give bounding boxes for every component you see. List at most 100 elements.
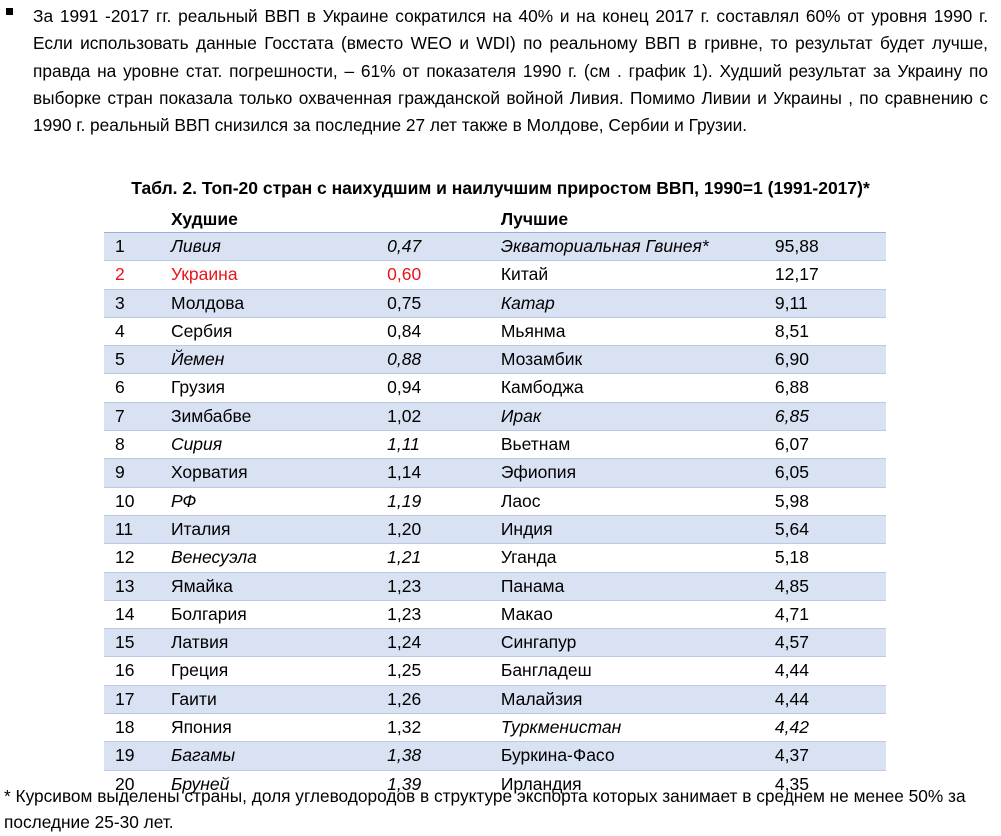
worst-country: Бруней: [170, 773, 230, 794]
rank-cell: 8: [115, 434, 125, 455]
table-row: 15 Латвия 1,24 Сингапур 4,57: [104, 628, 886, 657]
best-value: 4,44: [774, 660, 809, 681]
worst-country: Греция: [170, 660, 229, 681]
table-row: 2 Украина 0,60 Китай 12,17: [104, 261, 886, 290]
header-best: Лучшие: [500, 206, 775, 233]
best-country: Экваториальная Гвинея*: [500, 232, 775, 261]
worst-country: Италия: [170, 515, 388, 544]
table-row: 3 Молдова 0,75 Катар 9,11: [104, 289, 886, 318]
best-country: Ирак: [500, 402, 775, 431]
worst-country: Сербия: [170, 320, 233, 341]
rank-cell: 9: [104, 458, 171, 488]
best-value: 6,85: [774, 402, 886, 431]
header-rank: [104, 206, 171, 233]
worst-value: 0,88: [387, 345, 501, 374]
rank-cell: 17: [104, 685, 171, 714]
table-row: 18 Япония 1,32 Туркменистан 4,42: [104, 714, 886, 742]
best-value: 4,71: [774, 603, 809, 624]
header-best-value: [774, 206, 886, 233]
table-caption: Табл. 2. Топ-20 стран с наихудшим и наил…: [131, 178, 870, 198]
best-value: 5,98: [774, 490, 809, 511]
table-row: 11 Италия 1,20 Индия 5,64: [104, 515, 886, 544]
table-row: 14 Болгария 1,23 Макао 4,71: [104, 600, 886, 629]
table-body: 1 Ливия 0,47 Экваториальная Гвинея* 95,88 2 Ук…: [104, 232, 886, 798]
bullet-marker: [6, 8, 13, 15]
worst-value: 1,23: [387, 603, 422, 624]
worst-country: Болгария: [170, 603, 247, 624]
rank-cell: 18: [115, 717, 135, 738]
best-country: Мьянма: [500, 320, 566, 341]
table-row: 6 Грузия 0,94 Камбоджа 6,88: [104, 374, 886, 403]
worst-country: Латвия: [170, 628, 388, 657]
worst-value: 1,39: [387, 773, 422, 794]
rank-cell: 16: [115, 660, 135, 681]
worst-country: Молдова: [170, 289, 388, 318]
worst-country: Сирия: [170, 434, 223, 455]
best-value: 6,90: [774, 345, 886, 374]
table-row: 7 Зимбабве 1,02 Ирак 6,85: [104, 402, 886, 431]
table-row: 8 Сирия 1,11 Вьетнам 6,07: [104, 431, 886, 459]
best-country: Катар: [500, 289, 775, 318]
table-row: 4 Сербия 0,84 Мьянма 8,51: [104, 317, 886, 346]
rank-cell: 19: [104, 741, 171, 771]
best-country: Туркменистан: [500, 717, 622, 738]
body-paragraph: За 1991 -2017 гг. реальный ВВП в Украине…: [33, 6, 988, 136]
rank-cell: 6: [115, 377, 125, 398]
best-country: Уганда: [500, 547, 557, 568]
worst-value: 1,02: [387, 402, 501, 431]
rank-cell: 1: [104, 232, 171, 261]
table-row: 16 Греция 1,25 Бангладеш 4,44: [104, 657, 886, 686]
best-value: 4,57: [774, 628, 886, 657]
worst-country: Венесуэла: [170, 547, 257, 568]
worst-value: 1,21: [387, 547, 422, 568]
rank-cell: 5: [104, 345, 171, 374]
rank-cell: 3: [104, 289, 171, 318]
table-row: 10 РФ 1,19 Лаос 5,98: [104, 487, 886, 516]
table-row: 13 Ямайка 1,23 Панама 4,85: [104, 572, 886, 601]
worst-country: РФ: [170, 490, 197, 511]
table-row: 9 Хорватия 1,14 Эфиопия 6,05: [104, 458, 886, 488]
rank-cell: 4: [115, 320, 125, 341]
best-country: Китай: [500, 264, 549, 285]
table-row: 17 Гаити 1,26 Малайзия 4,44: [104, 685, 886, 714]
best-value: 95,88: [774, 232, 886, 261]
worst-country: Багамы: [170, 741, 388, 771]
rank-cell: 15: [104, 628, 171, 657]
worst-country: Йемен: [170, 345, 388, 374]
best-value: 6,07: [774, 434, 809, 455]
rank-cell: 12: [115, 547, 135, 568]
best-value: 12,17: [774, 264, 819, 285]
best-country: Вьетнам: [500, 434, 571, 455]
table-row: 1 Ливия 0,47 Экваториальная Гвинея* 95,88: [104, 232, 886, 261]
best-value: 4,44: [774, 685, 886, 714]
best-country: Камбоджа: [500, 377, 584, 398]
best-country: Сингапур: [500, 628, 775, 657]
best-country: Малайзия: [500, 685, 775, 714]
worst-country: Ямайка: [170, 572, 388, 601]
best-country: Мозамбик: [500, 345, 775, 374]
rank-cell: 20: [115, 773, 135, 794]
table-row: 12 Венесуэла 1,21 Уганда 5,18: [104, 544, 886, 573]
rank-cell: 13: [104, 572, 171, 601]
worst-value: 0,94: [387, 377, 422, 398]
gdp-ranking-table: Худшие Лучшие 1 Ливия 0,47 Экваториальная Г…: [104, 206, 886, 798]
worst-value: 1,23: [387, 572, 501, 601]
rank-cell: 10: [115, 490, 135, 511]
worst-country: Украина: [170, 264, 238, 285]
best-country: Буркина-Фасо: [500, 741, 775, 771]
worst-country: Зимбабве: [170, 402, 388, 431]
rank-cell: 2: [115, 264, 125, 285]
worst-value: 1,38: [387, 741, 501, 771]
best-value: 6,05: [774, 458, 886, 488]
best-value: 4,85: [774, 572, 886, 601]
table-row: 5 Йемен 0,88 Мозамбик 6,90: [104, 345, 886, 374]
table-row: 19 Багамы 1,38 Буркина-Фасо 4,37: [104, 741, 886, 771]
rank-cell: 11: [104, 515, 171, 544]
worst-value: 1,26: [387, 685, 501, 714]
worst-value: 1,20: [387, 515, 501, 544]
best-country: Эфиопия: [500, 458, 775, 488]
best-value: 4,37: [774, 741, 886, 771]
footnote: * Курсивом выделены страны, доля углевод…: [4, 786, 966, 832]
worst-country: Япония: [170, 717, 232, 738]
worst-value: 0,47: [387, 232, 501, 261]
